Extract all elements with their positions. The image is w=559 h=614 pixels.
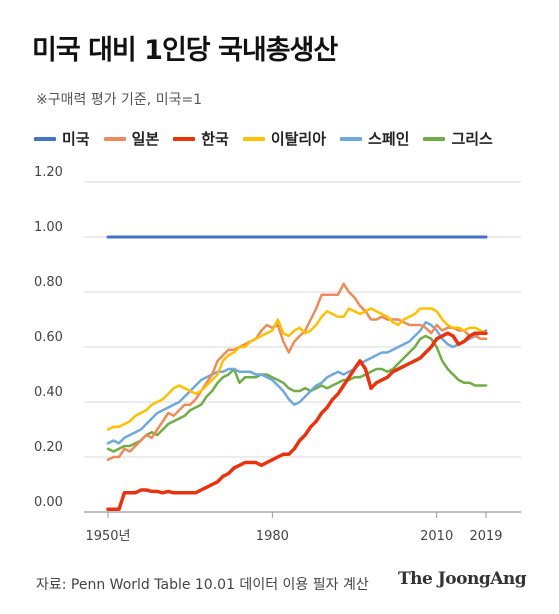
series-line-3 <box>106 307 488 431</box>
series-line-5 <box>106 334 488 453</box>
y-tick-label: 0.40 <box>34 385 63 400</box>
series-line-2 <box>106 331 488 512</box>
legend-label: 한국 <box>201 130 229 148</box>
chart-title: 미국 대비 1인당 국내총생산 <box>32 35 338 66</box>
line-chart: 0.00 0.20 0.40 0.60 0.80 1.00 1.20 1950년 1980 20… <box>34 165 521 544</box>
x-tick-label: 1980 <box>256 529 289 544</box>
legend-swatch <box>340 136 363 141</box>
chart-subtitle: ※구매력 평가 기준, 미국=1 <box>36 92 203 108</box>
legend-item: 그리스 <box>423 128 493 149</box>
chart-legend: 미국 일본 한국 이탈리아 스페인 그리스 <box>34 128 507 149</box>
legend-item: 스페인 <box>340 128 409 149</box>
series-lines <box>106 235 488 512</box>
y-tick-label: 0.60 <box>34 330 63 345</box>
legend-swatch <box>34 136 56 141</box>
legend-item: 일본 <box>103 128 160 149</box>
x-tick-label: 1950년 <box>85 529 130 544</box>
series-line-1 <box>106 282 488 462</box>
y-tick-label: 1.20 <box>34 165 63 180</box>
y-tick-label: 0.20 <box>34 440 63 455</box>
legend-item: 이탈리아 <box>242 128 327 149</box>
legend-item: 한국 <box>173 128 229 149</box>
x-tick-label: 2019 <box>469 529 502 544</box>
legend-label: 일본 <box>131 130 160 148</box>
legend-swatch <box>103 136 126 141</box>
legend-item: 미국 <box>34 128 90 149</box>
legend-label: 미국 <box>62 130 90 148</box>
y-tick-label: 0.00 <box>34 495 63 510</box>
y-axis-ticks: 0.00 0.20 0.40 0.60 0.80 1.00 1.20 <box>34 165 63 510</box>
x-axis-ticks: 1950년 1980 2010 2019 <box>85 512 503 544</box>
legend-swatch <box>173 136 196 141</box>
legend-swatch <box>242 136 265 141</box>
legend-label: 그리스 <box>451 130 493 148</box>
y-tick-label: 0.80 <box>34 275 63 290</box>
legend-label: 이탈리아 <box>270 130 327 148</box>
publisher-logo: The JoongAng <box>398 569 527 589</box>
legend-label: 스페인 <box>368 130 410 148</box>
y-tick-label: 1.00 <box>34 220 63 235</box>
source-note: 자료: Penn World Table 10.01 데이터 이용 필자 계산 <box>36 577 369 593</box>
legend-swatch <box>423 136 446 141</box>
x-tick-label: 2010 <box>420 529 453 544</box>
